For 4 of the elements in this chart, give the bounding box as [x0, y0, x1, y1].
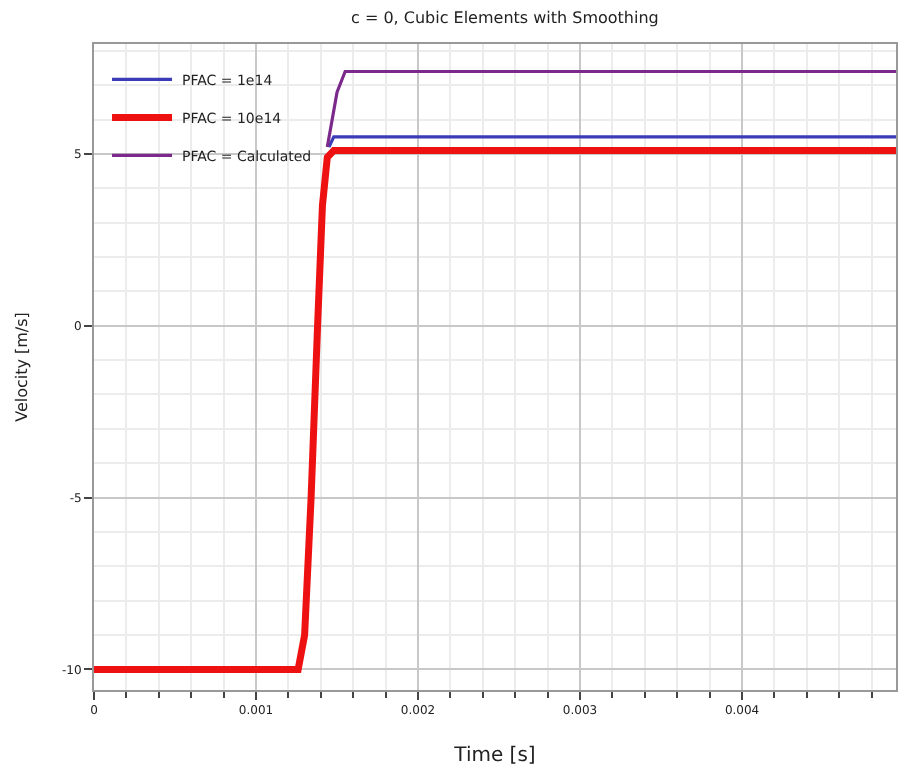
- y-axis-title: Velocity [m/s]: [13, 312, 32, 422]
- x-axis-title: Time [s]: [452, 745, 536, 768]
- chart-title: c = 0, Cubic Elements with Smoothing: [351, 8, 659, 27]
- line-series: [94, 147, 896, 673]
